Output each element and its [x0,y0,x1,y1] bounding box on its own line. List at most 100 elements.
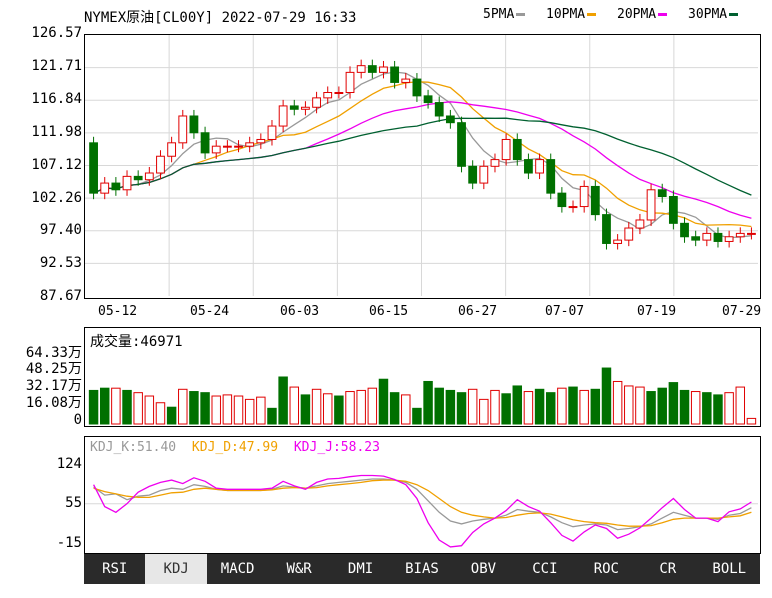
volume-bar [122,389,132,425]
candle [434,102,444,117]
volume-bar [334,395,344,425]
tab-rsi[interactable]: RSI [102,561,128,577]
candle [323,92,333,99]
kdj-d-label: KDJ_D:47.99 [191,440,279,455]
candle [356,65,366,73]
volume-bar [322,393,333,425]
volume-bar [244,398,255,425]
candle [579,185,589,208]
candle [747,232,756,235]
chart-title: NYMEX原油[CL00Y] 2022-07-29 16:33 [84,10,357,26]
candle [445,115,455,124]
volume-bar [423,380,433,425]
volume-tick: 0 [73,412,82,428]
volume-bar [456,392,467,425]
tab-dmi[interactable]: DMI [347,561,374,577]
volume-bar [679,389,690,425]
candle [245,142,255,147]
volume-bar [490,389,500,425]
candle [457,122,466,167]
tab-roc[interactable]: ROC [593,561,619,577]
volume-bar [590,388,601,425]
candle [613,239,623,244]
candle [122,175,132,191]
candle [724,236,734,242]
volume-bar [557,387,567,425]
indicator-tabs: RSI KDJ MACD W&R DMI BIAS OBV CCI ROC CR… [84,554,760,584]
tab-cci[interactable]: CCI [532,561,558,577]
volume-bar [289,386,300,425]
volume-bar [579,389,589,425]
date-tick: 06-03 [280,304,320,319]
volume-bar [144,395,155,425]
tab-bias[interactable]: BIAS [405,561,439,577]
tab-macd[interactable]: MACD [220,561,255,577]
volume-bar [646,391,656,425]
tab-obv[interactable]: OBV [470,561,497,577]
volume-title: 成交量:46971 [90,334,183,350]
volume-bar [99,387,110,425]
kdj-tick: -15 [56,535,82,551]
candle [289,105,299,110]
candle [401,78,411,83]
volume-bar [356,389,366,425]
tab-cr[interactable]: CR [659,561,677,577]
volume-bar [668,382,679,425]
candle [301,106,310,110]
candle [546,159,556,194]
volume-bar [166,406,177,425]
price-tick: 126.57 [31,25,82,41]
volume-bar [724,392,734,425]
volume-bar [200,392,210,425]
candle [345,71,355,94]
price-tick: 121.71 [31,58,82,74]
candle [501,138,511,161]
volume-bar [155,402,166,425]
candle [568,206,578,209]
candle [412,78,422,97]
ma-line-10 [93,81,752,228]
candle [379,66,388,73]
tab-kdj[interactable]: KDJ [145,554,207,584]
kdj-line-kdj_d [93,479,752,527]
volume-bar [367,387,378,425]
volume-bar [311,388,322,425]
volume-bar [746,417,757,425]
kdj-tick: 55 [65,495,82,511]
tab-wr[interactable]: W&R [286,561,312,577]
volume-bar [412,407,422,425]
tab-boll[interactable]: BOLL [712,561,747,577]
candle [668,195,678,224]
candle [100,182,110,194]
volume-bar [523,391,534,425]
price-tick: 87.67 [39,288,82,304]
candle [624,227,634,241]
kdj-line-kdj_k [93,478,752,531]
volume-bar [702,392,712,425]
candle [156,155,165,174]
date-tick: 07-07 [545,304,585,319]
candle [479,165,489,184]
volume-tick: 16.08万 [25,395,82,411]
volume-bar [735,386,746,425]
volume-bar [401,394,411,425]
candle [89,142,98,194]
volume-bar [545,392,556,425]
volume-tick: 32.17万 [25,378,82,394]
price-tick: 102.26 [31,190,82,206]
legend-20pma: 20PMA [617,7,677,22]
candle [211,145,221,154]
volume-bar [445,389,456,425]
legend-30pma: 30PMA [688,7,748,22]
volume-bar [601,367,612,425]
volume-tick: 64.33万 [25,345,82,361]
volume-bar [189,391,199,425]
candle [167,142,177,157]
candle [312,97,321,108]
volume-bar [512,385,523,425]
volume-bar [467,388,478,425]
candle [512,138,522,161]
price-tick: 116.84 [31,91,82,107]
candle [590,185,600,216]
